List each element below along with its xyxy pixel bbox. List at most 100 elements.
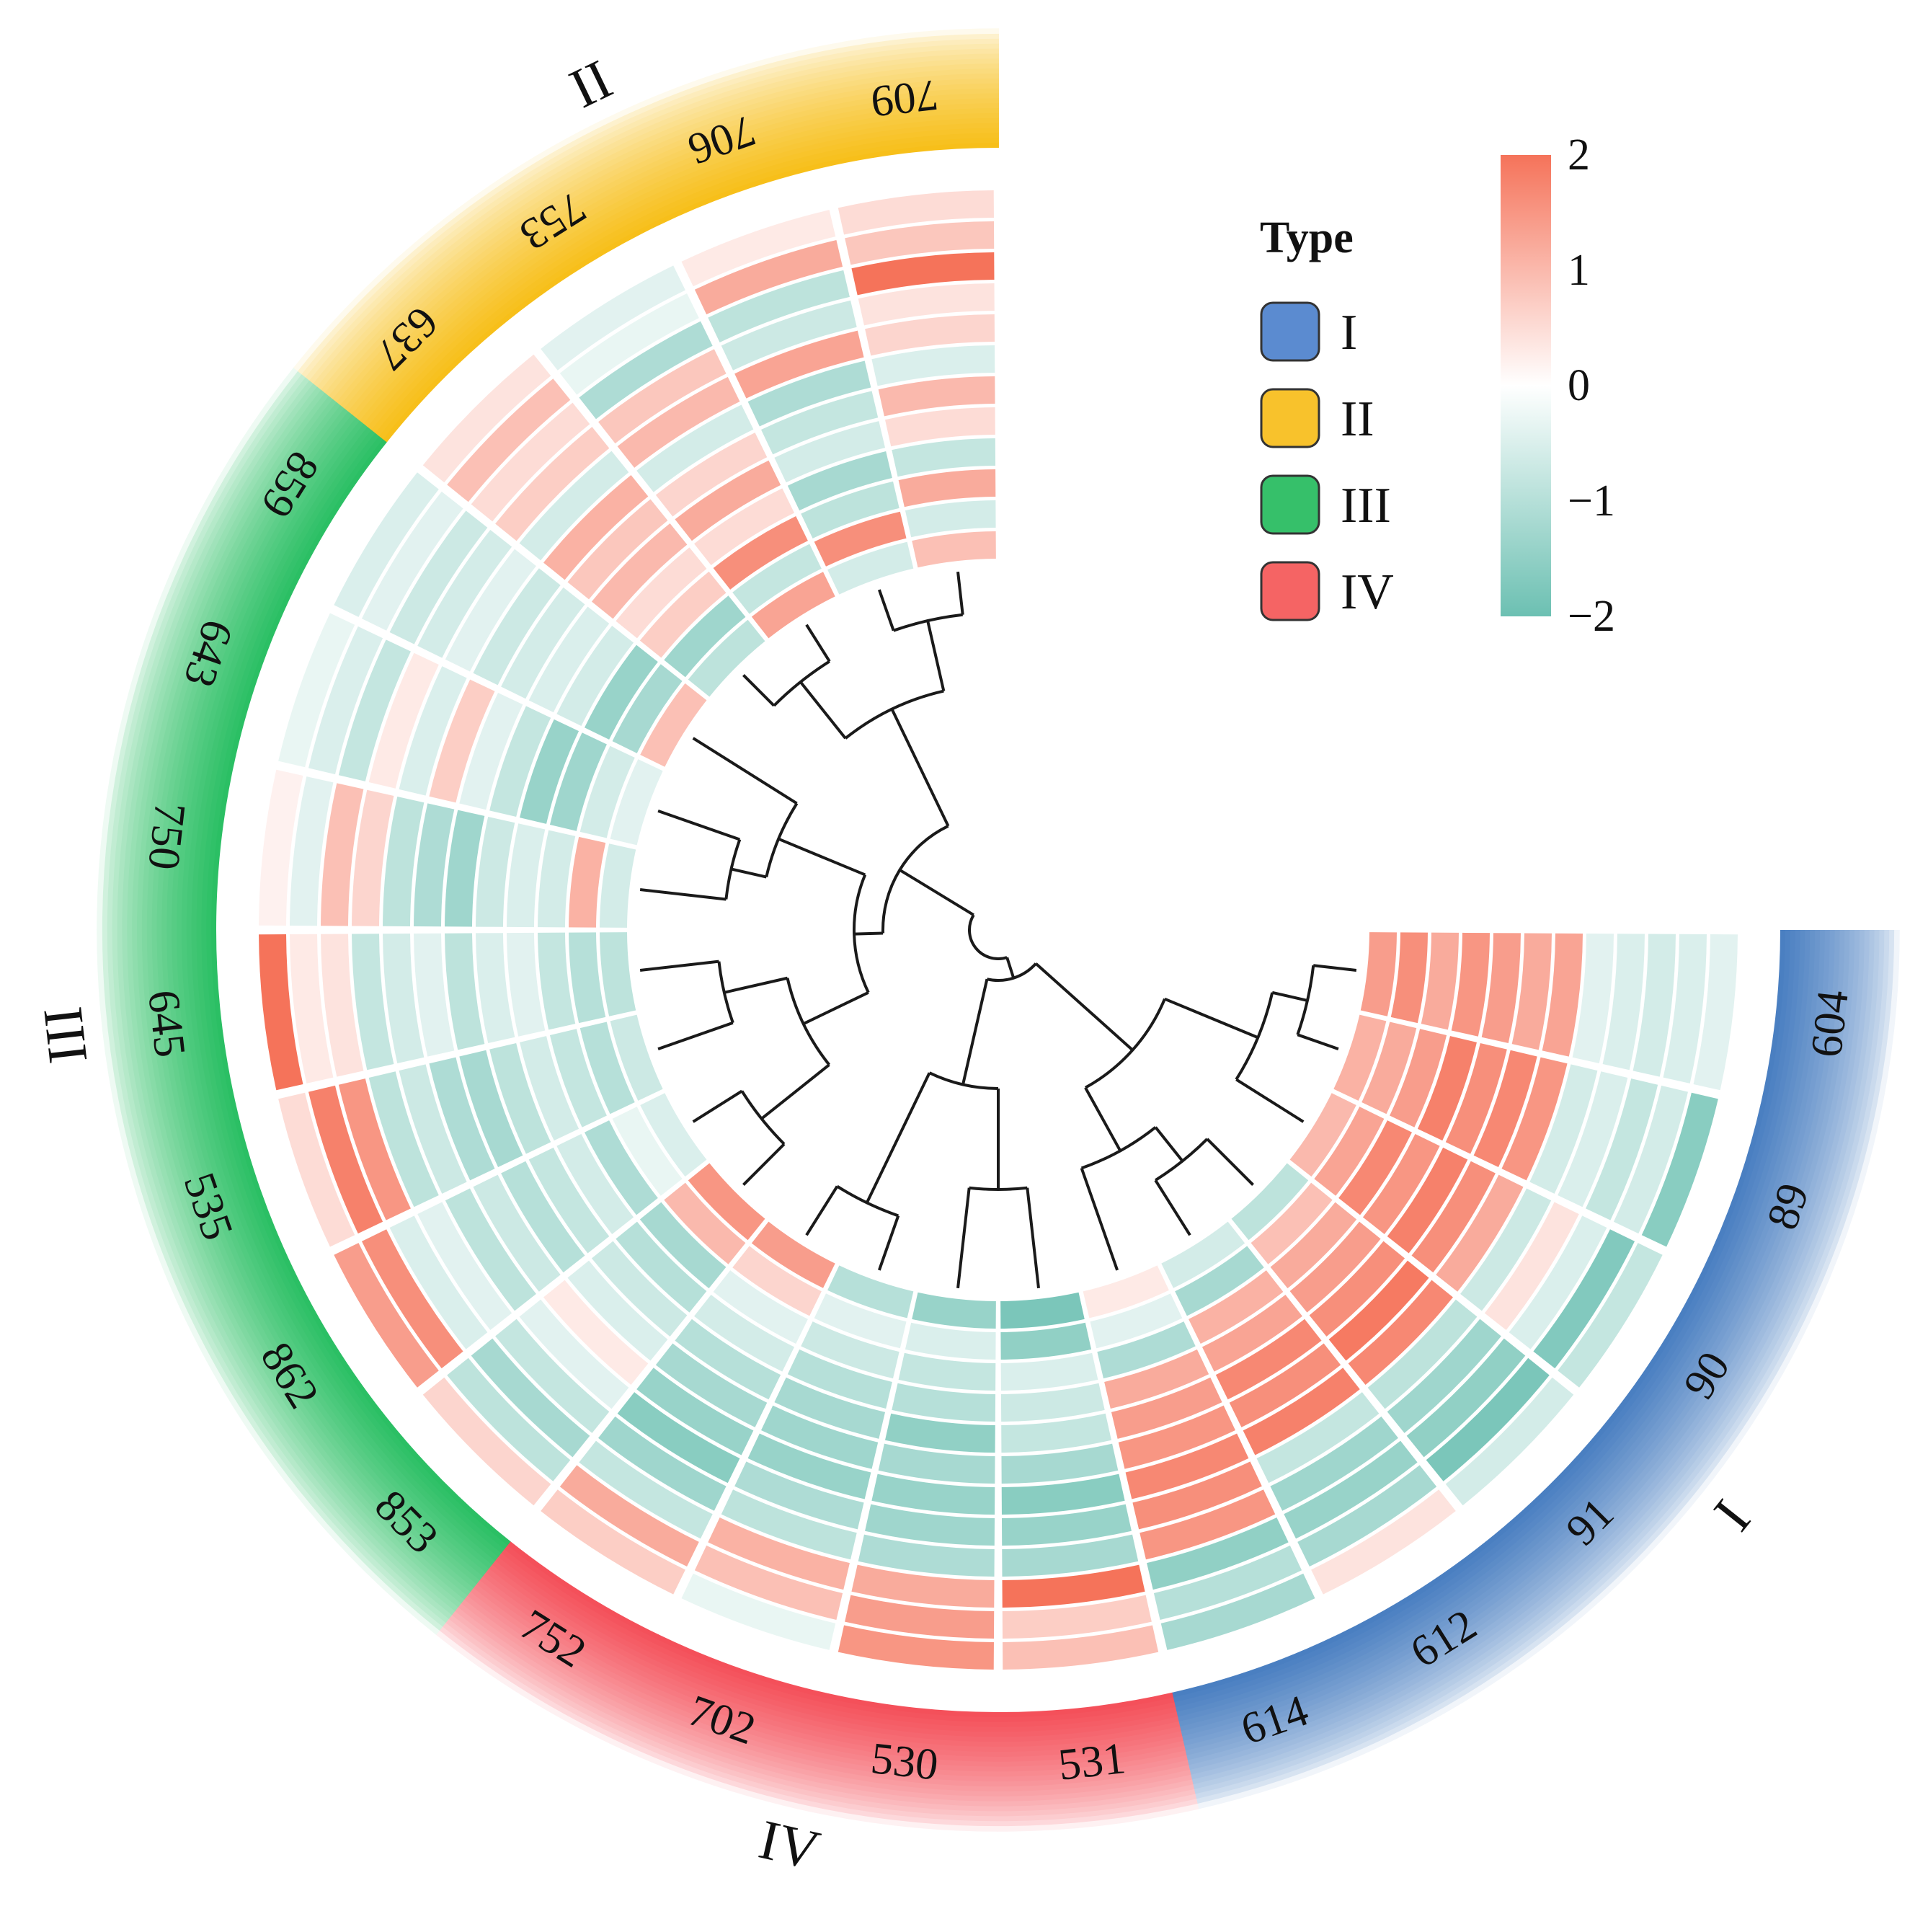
heat-cell (1000, 1352, 1098, 1391)
type-band-segment (805, 1765, 998, 1792)
type-band-segment (234, 1294, 341, 1458)
type-band-segment (804, 58, 1000, 86)
type-band-segment (819, 1701, 998, 1728)
heat-cell (543, 475, 649, 580)
dendro-arc (765, 802, 799, 878)
type-band-segment (611, 60, 802, 132)
type-band-segment (818, 122, 999, 149)
type-band-segment (205, 929, 231, 1107)
heat-cell (851, 252, 995, 296)
type-band-segment (807, 1755, 998, 1783)
type-band-segment (1176, 1652, 1349, 1718)
type-band-segment (1503, 1436, 1638, 1570)
type-band-segment (445, 1618, 616, 1729)
legend-swatch (1260, 561, 1320, 621)
dendro-branch (1026, 1187, 1040, 1289)
type-band-segment (809, 1750, 998, 1778)
heat-cell (528, 606, 610, 713)
heat-cell (445, 933, 485, 1050)
type-band-segment (476, 1579, 638, 1685)
type-band-segment (641, 1665, 817, 1732)
type-band-segment (347, 1445, 483, 1581)
heat-cell (445, 549, 536, 672)
type-band-segment (637, 118, 815, 185)
heat-cell (787, 1349, 892, 1409)
heat-cell (1436, 1174, 1524, 1292)
type-band-segment (458, 148, 626, 257)
type-band-segment (1842, 930, 1870, 1125)
type-band-segment (308, 1476, 453, 1620)
type-band-segment (148, 1122, 218, 1308)
heat-cell (814, 1293, 907, 1349)
heat-cell (471, 402, 590, 522)
heat-cell (774, 1377, 886, 1439)
heat-cell (1000, 1292, 1085, 1329)
type-band-segment (626, 94, 810, 163)
type-band-segment (217, 389, 326, 557)
type-band-segment (613, 65, 804, 136)
type-band-segment (1625, 1277, 1726, 1435)
legend-item-IV: IV (1260, 561, 1394, 621)
sector-91 (1231, 1163, 1574, 1506)
heat-cell (905, 500, 996, 538)
heat-cell (734, 1461, 864, 1530)
heat-cell (308, 626, 383, 775)
type-band-segment (131, 929, 159, 1123)
type-band-segment (200, 751, 227, 930)
type-band-segment (1525, 1458, 1665, 1597)
type-band-segment (1769, 930, 1796, 1109)
type-band-segment (166, 929, 192, 1115)
heat-cell (389, 1215, 488, 1350)
type-band-segment (628, 99, 811, 167)
type-band-segment (803, 1774, 998, 1802)
heat-cell (1289, 1221, 1381, 1313)
sector-label-604: 604 (1802, 988, 1858, 1060)
type-band-segment (1620, 1275, 1722, 1431)
sector-709 (838, 190, 996, 568)
type-band-segment (275, 1275, 376, 1431)
heat-cell (1542, 933, 1583, 1057)
heat-cell (636, 404, 754, 492)
heat-cell (334, 1243, 439, 1388)
type-band-segment (374, 306, 505, 436)
type-band-segment (1787, 1125, 1858, 1313)
type-band-segment (146, 739, 174, 930)
heat-cell (858, 283, 995, 326)
type-band-segment (275, 429, 376, 585)
type-band-segment (167, 559, 236, 742)
heat-cell (774, 421, 886, 483)
type-band-segment (161, 743, 188, 930)
type-band-segment (997, 1803, 1199, 1832)
type-band-segment (998, 1706, 1177, 1733)
type-band-segment (366, 1429, 499, 1561)
type-band-segment (813, 97, 1000, 124)
type-band-segment (445, 130, 617, 241)
type-band-segment (151, 740, 178, 930)
type-band-segment (1675, 1306, 1784, 1474)
heat-cell (610, 1014, 663, 1101)
type-band-segment (102, 730, 130, 930)
heat-cell (259, 934, 303, 1091)
heat-cell (1348, 1280, 1453, 1385)
type-band-segment (339, 270, 478, 409)
type-band-segment (812, 92, 1000, 120)
heat-cell (368, 652, 439, 789)
type-band-segment (1694, 1316, 1806, 1490)
type-band-segment (212, 1305, 321, 1474)
type-band-segment (153, 1120, 223, 1306)
type-band-segment (1799, 930, 1826, 1115)
type-band-segment (190, 929, 217, 1110)
type-band-segment (497, 206, 654, 307)
dendro-branch (1313, 964, 1357, 972)
heat-cell (708, 270, 850, 342)
heat-cell (1147, 1517, 1289, 1590)
dendro-branch (778, 837, 866, 877)
heat-cell (556, 626, 634, 727)
legend-swatch (1260, 474, 1320, 535)
heat-cell (827, 541, 914, 595)
heat-cell (338, 1078, 411, 1220)
type-band-segment (293, 224, 440, 371)
heat-cell (567, 499, 668, 600)
type-band-segment (997, 1750, 1187, 1778)
